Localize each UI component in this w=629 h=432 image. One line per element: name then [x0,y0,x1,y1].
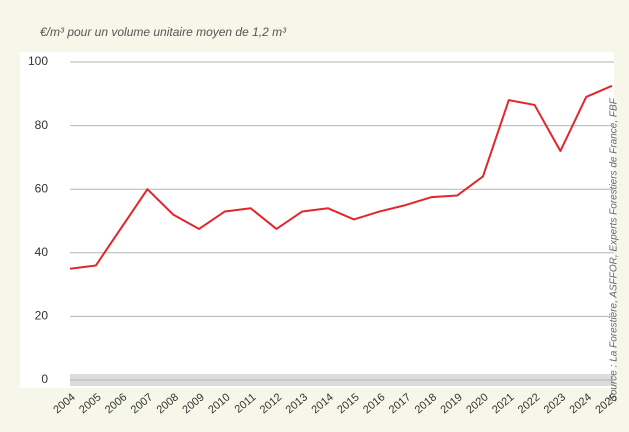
line [69,84,613,270]
source: Source : La Forestière, ASFFOR, Experts … [609,97,620,402]
y-tick-label: 60 [35,181,49,195]
y-tick-label: 40 [35,245,49,259]
chart-title: €/m³ pour un volume unitaire moyen de 1,… [40,25,287,39]
y-tick-label: 20 [35,309,49,323]
y-tick-label: 0 [41,372,48,386]
y-tick-label: 100 [28,54,48,68]
plot-background [20,52,614,388]
y-tick-label: 80 [35,118,49,132]
